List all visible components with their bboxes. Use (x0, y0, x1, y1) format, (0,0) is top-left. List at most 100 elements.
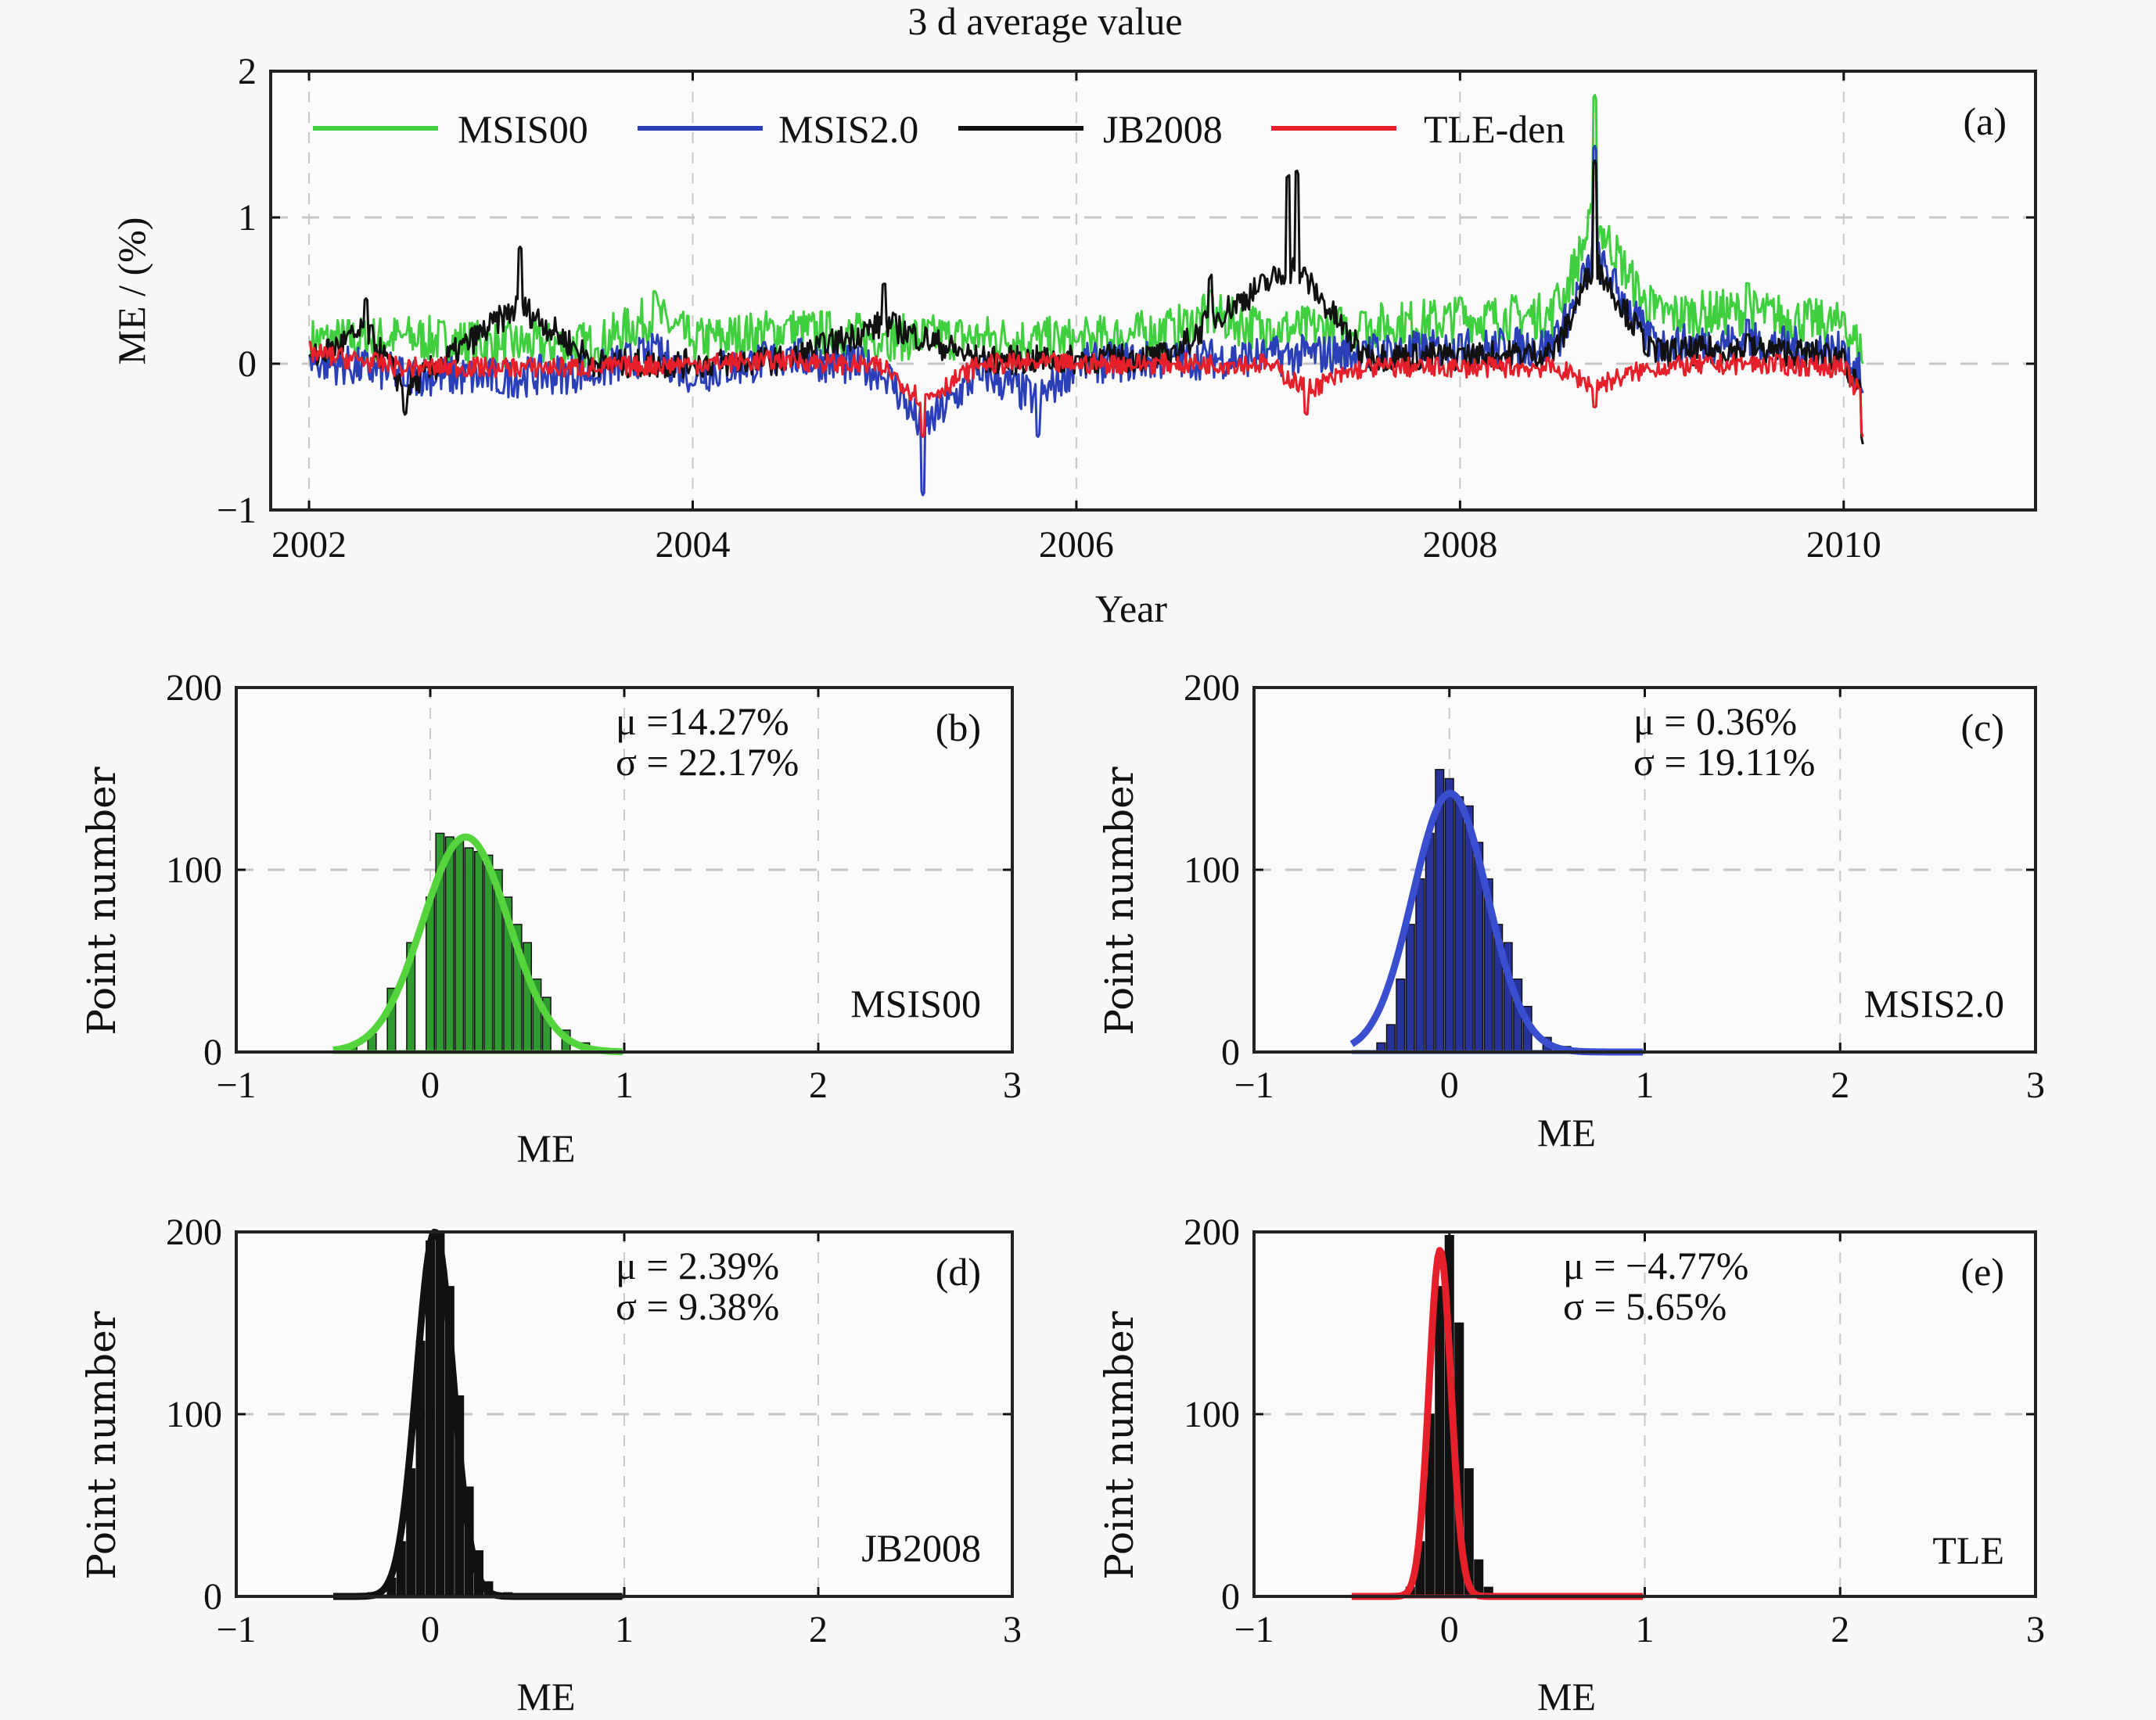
x-axis-label: ME (1537, 1111, 1596, 1154)
x-tick-label: 0 (421, 1065, 440, 1106)
panel-label: (d) (936, 1250, 981, 1294)
x-tick-label: −1 (216, 1609, 256, 1650)
x-tick-label: 3 (1003, 1609, 1022, 1650)
y-tick-label: 100 (1184, 1394, 1240, 1435)
y-tick-label: 100 (166, 849, 222, 891)
x-tick-label: 2006 (1039, 524, 1114, 566)
x-tick-label: 2 (809, 1609, 828, 1650)
panel-label: (a) (1964, 99, 2007, 143)
histogram-bar (455, 838, 465, 1053)
model-label: MSIS00 (850, 982, 981, 1025)
histogram-bar (1425, 832, 1435, 1053)
y-tick-label: 1 (238, 197, 257, 239)
histogram-bar (473, 850, 484, 1053)
model-label: MSIS2.0 (1864, 982, 2004, 1025)
histogram-bar (1415, 878, 1425, 1053)
y-tick-label: 0 (238, 343, 257, 385)
histogram-bar (425, 896, 436, 1053)
mu-annotation: μ = 2.39% (616, 1244, 779, 1287)
histogram-bar (1396, 978, 1406, 1053)
x-tick-label: 3 (2026, 1609, 2045, 1650)
y-axis-label: Point number (1097, 1311, 1142, 1579)
legend-label: JB2008 (1103, 107, 1223, 151)
series-line-tleden (308, 340, 1864, 438)
histogram-bar (1405, 924, 1415, 1053)
x-tick-label: 1 (1636, 1609, 1655, 1650)
y-tick-label: 2 (238, 51, 257, 92)
histogram-bar (1454, 796, 1464, 1053)
y-tick-label: 200 (1184, 667, 1240, 709)
x-axis-label: ME (517, 1126, 576, 1170)
y-tick-label: 100 (166, 1394, 222, 1435)
chart-title: 3 d average value (907, 0, 1182, 43)
panel-label: (e) (1961, 1250, 2005, 1294)
gaussian-fit-curve (332, 833, 624, 1056)
histogram-bar (483, 854, 494, 1053)
mu-annotation: μ = −4.77% (1563, 1244, 1748, 1287)
mu-annotation: μ = 0.36% (1633, 699, 1797, 743)
x-tick-label: 2008 (1422, 524, 1497, 566)
y-axis-label: Point number (1097, 767, 1142, 1035)
y-axis-label: ME / (%) (110, 217, 153, 365)
x-tick-label: 0 (1440, 1065, 1459, 1106)
y-tick-label: −1 (217, 490, 257, 531)
y-tick-label: 200 (1184, 1212, 1240, 1253)
x-tick-label: 2 (1831, 1065, 1849, 1106)
y-tick-label: 0 (1221, 1032, 1240, 1073)
x-tick-label: 2002 (271, 524, 347, 566)
x-tick-label: 2004 (655, 524, 730, 566)
x-tick-label: −1 (216, 1065, 256, 1106)
x-tick-label: −1 (1234, 1609, 1274, 1650)
series-line-jb2008 (307, 159, 1864, 445)
panel-a-timeseries: 2002 2004 2006 2008 2010 −1 0 1 2 MSIS00 MSIS2.0 JB… (110, 51, 2037, 630)
x-tick-label: 2 (1831, 1609, 1849, 1650)
axes-frame (1252, 1230, 2037, 1598)
x-tick-label: 3 (1003, 1065, 1022, 1106)
y-tick-label: 0 (1221, 1576, 1240, 1618)
axes-frame (269, 70, 2037, 512)
histogram-bar (1444, 777, 1454, 1053)
axes-frame (235, 686, 1014, 1054)
legend: MSIS00 MSIS2.0 JB2008 TLE-den (313, 107, 1565, 151)
histogram-bar (464, 847, 474, 1053)
y-tick-label: 0 (203, 1032, 222, 1073)
plot-area (271, 71, 2036, 510)
y-axis-label: Point number (79, 1311, 124, 1579)
histogram-bar (1435, 1286, 1445, 1597)
histogram-bar (425, 1240, 436, 1597)
x-tick-label: 1 (615, 1065, 634, 1106)
x-tick-label: −1 (1234, 1065, 1274, 1106)
histogram-bar (444, 836, 455, 1053)
y-tick-label: 0 (203, 1576, 222, 1618)
legend-label: TLE-den (1424, 107, 1565, 151)
legend-label: MSIS2.0 (778, 107, 918, 151)
x-tick-label: 0 (421, 1609, 440, 1650)
x-tick-label: 0 (1440, 1609, 1459, 1650)
x-tick-label: 1 (1636, 1065, 1655, 1106)
y-tick-label: 200 (166, 1212, 222, 1253)
sigma-annotation: σ = 5.65% (1563, 1284, 1727, 1328)
x-tick-label: 1 (615, 1609, 634, 1650)
x-axis-label: ME (1537, 1675, 1596, 1718)
x-tick-label: 2 (809, 1065, 828, 1106)
x-axis-label: Year (1095, 587, 1167, 630)
sigma-annotation: σ = 19.11% (1633, 740, 1815, 784)
y-tick-label: 200 (166, 667, 222, 709)
axes-frame (235, 1230, 1014, 1598)
sigma-annotation: σ = 9.38% (616, 1284, 779, 1328)
series-line-msis00 (308, 93, 1864, 368)
y-tick-label: 100 (1184, 849, 1240, 891)
mu-annotation: μ =14.27% (616, 699, 789, 743)
x-tick-label: 3 (2026, 1065, 2045, 1106)
legend-label: MSIS00 (458, 107, 588, 151)
y-axis-label: Point number (79, 767, 124, 1035)
histogram-bar (1385, 1024, 1396, 1053)
x-tick-label: 2010 (1806, 524, 1881, 566)
panel-label: (b) (936, 706, 981, 749)
series-line-msis20 (308, 145, 1864, 497)
